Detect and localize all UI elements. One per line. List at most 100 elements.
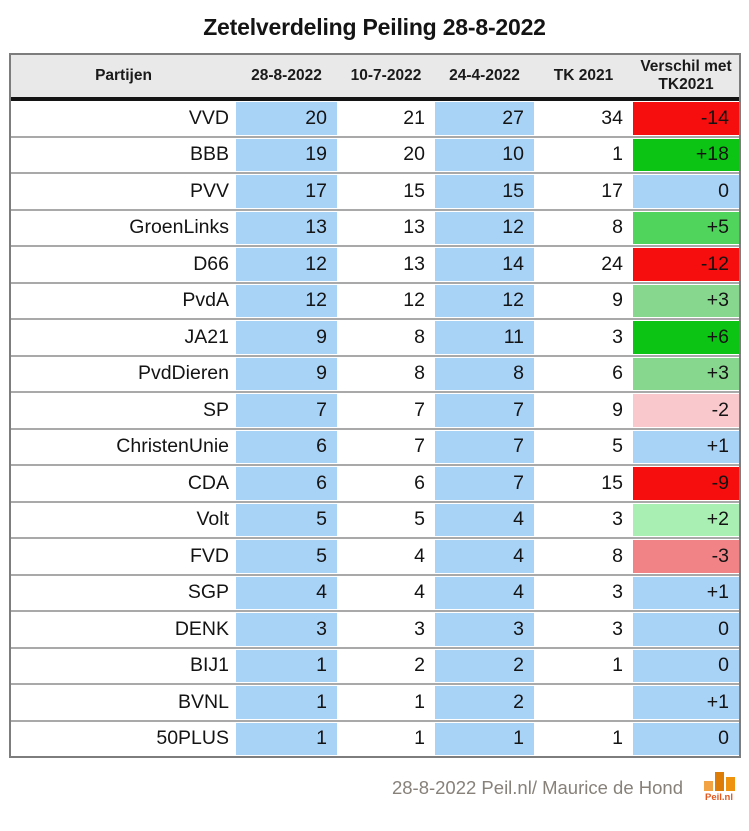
seats-tk-2021: 17: [534, 174, 633, 209]
party-name: ChristenUnie: [11, 429, 236, 464]
seats-10-7-2022: 15: [337, 174, 435, 209]
verschil-cell: -9: [633, 466, 739, 501]
seats-tk-2021: 1: [534, 721, 633, 756]
verschil-cell: +3: [633, 283, 739, 318]
seats-24-4-2022: 14: [435, 247, 534, 282]
party-name: JA21: [11, 320, 236, 355]
seats-tk-2021: 15: [534, 466, 633, 501]
table-row: BBB 19 20 10 1 +18: [11, 135, 739, 172]
table-row: BVNL 1 1 2 +1: [11, 683, 739, 720]
seats-24-4-2022: 4: [435, 502, 534, 537]
logo-bar: [725, 777, 735, 791]
seats-24-4-2022: 10: [435, 137, 534, 172]
table-body: VVD 20 21 27 34 -14 BBB 19 20 10 1 +18 PVV 17 15 15 17 0 G…: [11, 101, 739, 756]
party-name: SP: [11, 393, 236, 428]
verschil-cell: +1: [633, 685, 739, 720]
party-name: D66: [11, 247, 236, 282]
seats-24-4-2022: 4: [435, 539, 534, 574]
seats-24-4-2022: 11: [435, 320, 534, 355]
table-row: Volt 5 5 4 3 +2: [11, 500, 739, 537]
party-name: BBB: [11, 137, 236, 172]
seats-10-7-2022: 8: [337, 356, 435, 391]
seats-28-8-2022: 20: [236, 101, 337, 136]
table-row: PvdDieren 9 8 8 6 +3: [11, 354, 739, 391]
footer: 28-8-2022 Peil.nl/ Maurice de Hond Peil.…: [0, 772, 741, 803]
seats-10-7-2022: 5: [337, 502, 435, 537]
seats-tk-2021: 24: [534, 247, 633, 282]
seats-10-7-2022: 12: [337, 283, 435, 318]
table-row: SP 7 7 7 9 -2: [11, 391, 739, 428]
seats-28-8-2022: 5: [236, 539, 337, 574]
table-row: ChristenUnie 6 7 7 5 +1: [11, 427, 739, 464]
table-row: FVD 5 4 4 8 -3: [11, 537, 739, 574]
seats-tk-2021: [534, 685, 633, 720]
party-name: PVV: [11, 174, 236, 209]
seats-10-7-2022: 1: [337, 685, 435, 720]
party-name: CDA: [11, 466, 236, 501]
seats-tk-2021: 3: [534, 320, 633, 355]
seats-24-4-2022: 3: [435, 612, 534, 647]
seats-28-8-2022: 6: [236, 466, 337, 501]
party-name: Volt: [11, 502, 236, 537]
party-name: BVNL: [11, 685, 236, 720]
seats-28-8-2022: 7: [236, 393, 337, 428]
seats-10-7-2022: 2: [337, 648, 435, 683]
seats-24-4-2022: 4: [435, 575, 534, 610]
verschil-cell: +6: [633, 320, 739, 355]
seats-tk-2021: 6: [534, 356, 633, 391]
column-header-24-4-2022: 24-4-2022: [449, 67, 520, 85]
seats-24-4-2022: 12: [435, 210, 534, 245]
seats-10-7-2022: 3: [337, 612, 435, 647]
seats-10-7-2022: 7: [337, 429, 435, 464]
table-row: SGP 4 4 4 3 +1: [11, 573, 739, 610]
bar-chart-icon: [703, 772, 735, 791]
logo-bar: [714, 772, 724, 791]
verschil-cell: 0: [633, 721, 739, 756]
seats-10-7-2022: 7: [337, 393, 435, 428]
verschil-cell: 0: [633, 174, 739, 209]
table-row: 50PLUS 1 1 1 1 0: [11, 719, 739, 756]
verschil-cell: 0: [633, 612, 739, 647]
verschil-cell: 0: [633, 648, 739, 683]
credit-text: 28-8-2022 Peil.nl/ Maurice de Hond: [391, 776, 683, 798]
table-row: DENK 3 3 3 3 0: [11, 610, 739, 647]
seats-24-4-2022: 2: [435, 685, 534, 720]
verschil-cell: -12: [633, 247, 739, 282]
seats-10-7-2022: 4: [337, 575, 435, 610]
verschil-cell: +18: [633, 137, 739, 172]
seats-tk-2021: 3: [534, 502, 633, 537]
verschil-cell: -2: [633, 393, 739, 428]
seats-28-8-2022: 6: [236, 429, 337, 464]
seats-28-8-2022: 17: [236, 174, 337, 209]
column-header-28-8-2022: 28-8-2022: [251, 67, 322, 85]
seats-24-4-2022: 8: [435, 356, 534, 391]
seats-28-8-2022: 3: [236, 612, 337, 647]
seats-24-4-2022: 12: [435, 283, 534, 318]
party-name: PvdDieren: [11, 356, 236, 391]
party-name: 50PLUS: [11, 721, 236, 756]
logo-text: Peil.nl: [705, 792, 733, 803]
seats-tk-2021: 5: [534, 429, 633, 464]
party-name: VVD: [11, 101, 236, 136]
seats-tk-2021: 34: [534, 101, 633, 136]
seats-28-8-2022: 1: [236, 648, 337, 683]
seats-tk-2021: 1: [534, 137, 633, 172]
seats-10-7-2022: 6: [337, 466, 435, 501]
party-name: SGP: [11, 575, 236, 610]
seats-24-4-2022: 2: [435, 648, 534, 683]
page-title: Zetelverdeling Peiling 28-8-2022: [203, 14, 546, 40]
table-row: JA21 9 8 11 3 +6: [11, 318, 739, 355]
column-header-partijen: Partijen: [95, 67, 152, 85]
verschil-cell: +5: [633, 210, 739, 245]
seats-28-8-2022: 9: [236, 320, 337, 355]
table-row: CDA 6 6 7 15 -9: [11, 464, 739, 501]
seats-28-8-2022: 1: [236, 685, 337, 720]
table-row: PvdA 12 12 12 9 +3: [11, 281, 739, 318]
party-name: GroenLinks: [11, 210, 236, 245]
column-header-tk-2021: TK 2021: [553, 67, 614, 85]
seats-24-4-2022: 1: [435, 721, 534, 756]
column-header-10-7-2022: 10-7-2022: [350, 67, 422, 85]
table-header-row: Partijen 28-8-2022 10-7-2022 24-4-2022 T…: [11, 55, 739, 101]
polling-table: Partijen 28-8-2022 10-7-2022 24-4-2022 T…: [9, 53, 741, 758]
seats-28-8-2022: 12: [236, 283, 337, 318]
